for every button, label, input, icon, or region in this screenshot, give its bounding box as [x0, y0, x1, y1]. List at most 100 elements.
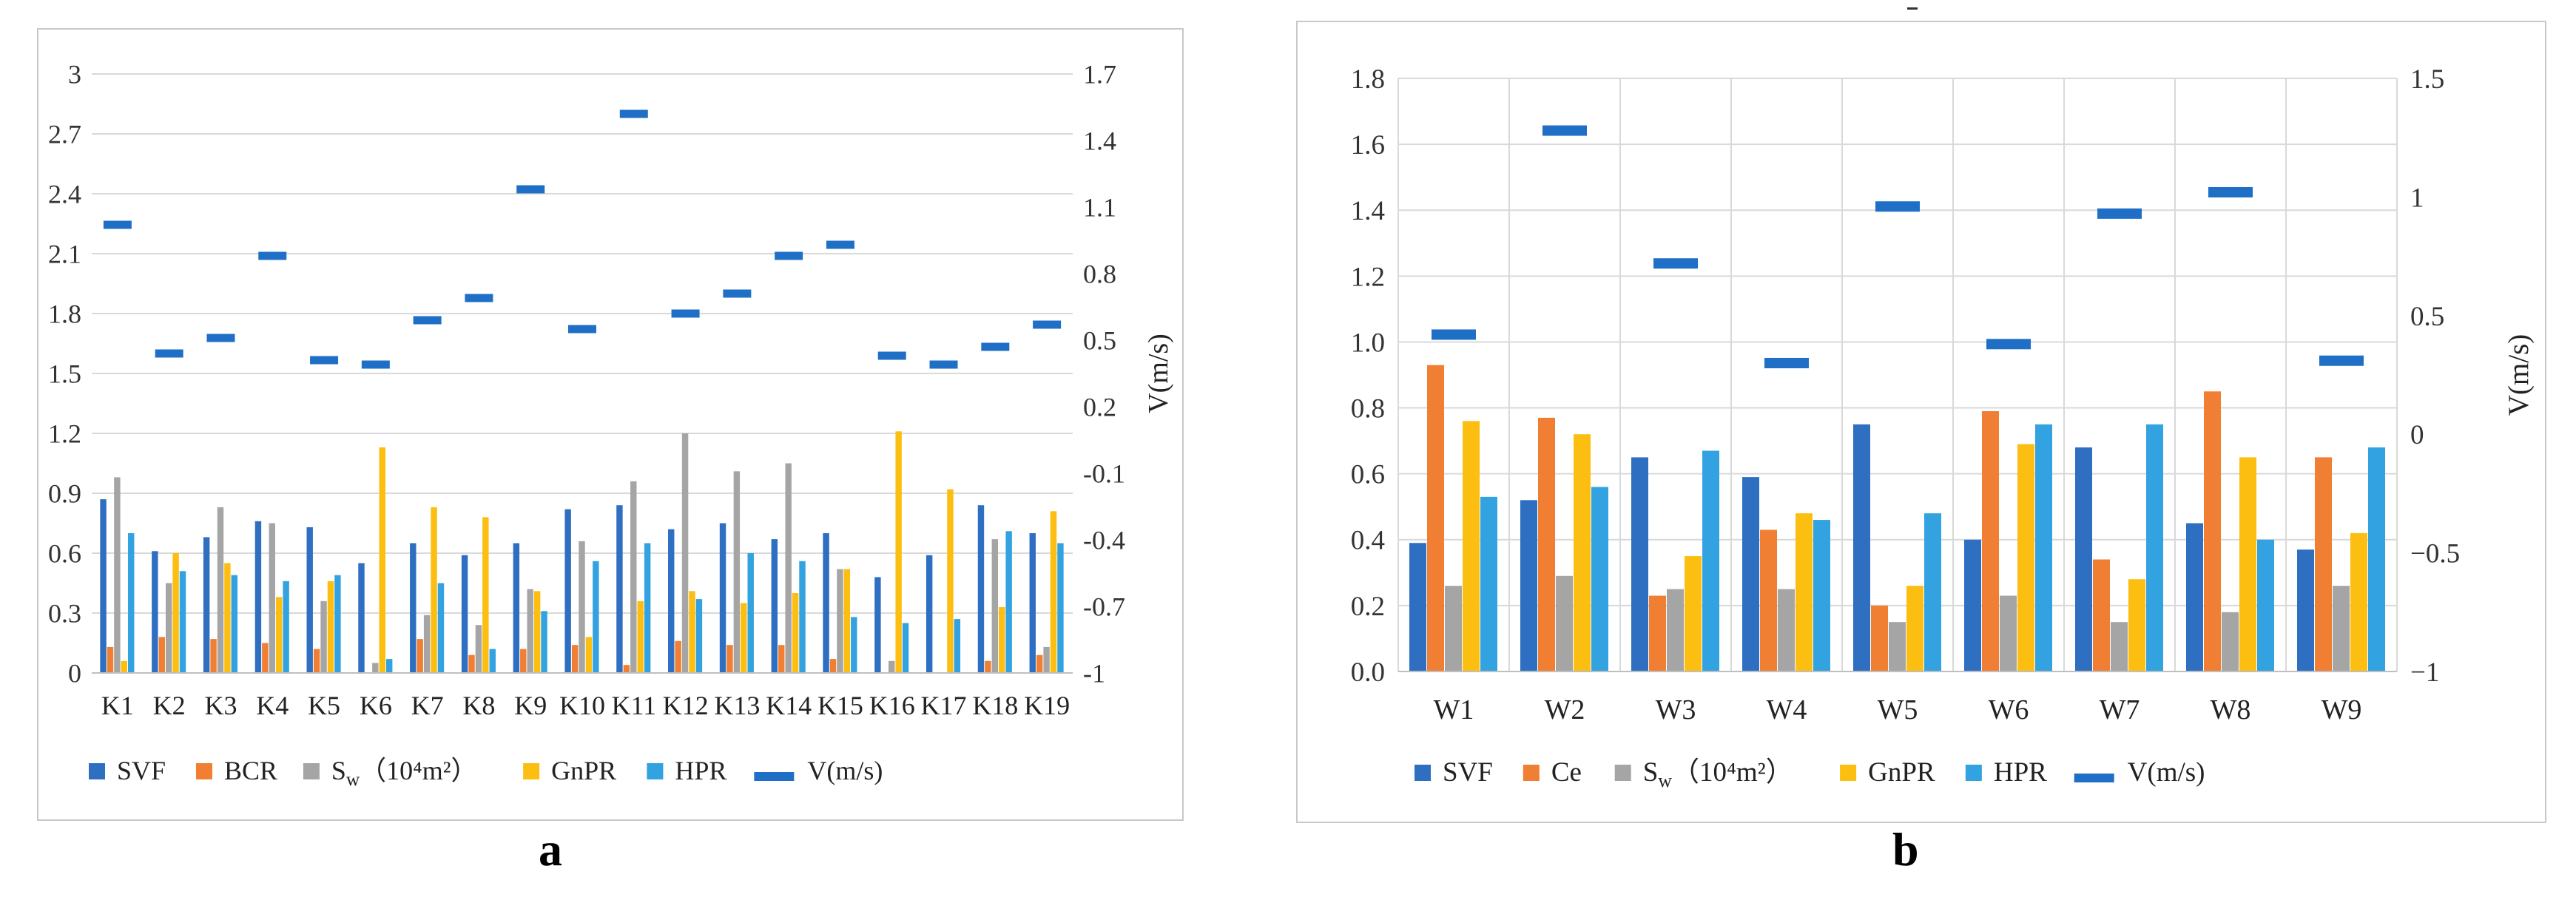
bar-hpr	[179, 571, 186, 673]
bar-svf	[1409, 543, 1426, 671]
y-tick-label: 0.3	[48, 599, 81, 629]
v-marker	[1986, 339, 2031, 350]
v-marker	[775, 251, 803, 260]
bar-gnpr	[792, 593, 799, 673]
v-marker	[1432, 329, 1476, 340]
bar-hpr	[1813, 520, 1830, 671]
x-tick-label: K14	[766, 691, 812, 720]
bar-bcr	[985, 660, 991, 673]
chart-frame	[37, 28, 1184, 821]
y2-tick-label: 1.4	[1083, 126, 1116, 156]
panel-label-b: b	[1892, 823, 1919, 876]
bar-bcr	[778, 645, 785, 673]
y2-tick-label: -1	[1083, 659, 1105, 688]
bar-svf	[203, 537, 210, 673]
chart-frame	[1296, 21, 2546, 823]
bar-svf	[1853, 424, 1870, 671]
x-tick-label: W1	[1434, 694, 1474, 725]
x-tick-label: K1	[101, 691, 134, 720]
bar-bcr	[107, 646, 114, 673]
bar-bcr	[313, 649, 320, 673]
y2-tick-label: −1	[2410, 657, 2439, 688]
bar-bcr	[417, 639, 423, 673]
y-tick-label: 3	[68, 60, 81, 89]
y2-tick-label: 0.2	[1083, 393, 1116, 422]
bar-svf	[977, 505, 985, 673]
bar-hpr	[644, 543, 651, 673]
legend-label: SVF	[1443, 757, 1493, 788]
legend-label: V(m/s)	[807, 756, 883, 785]
v-marker	[413, 316, 442, 325]
bar-gnpr	[2350, 532, 2367, 671]
bar-svf	[1742, 477, 1759, 671]
bar-swm	[1445, 586, 1462, 671]
v-marker	[206, 334, 235, 342]
bar-gnpr	[121, 660, 128, 673]
bar-bcr	[520, 649, 527, 673]
bar-swm	[630, 481, 637, 673]
x-tick-label: W2	[1545, 694, 1585, 725]
bar-gnpr	[1463, 421, 1480, 671]
bar-svf	[616, 505, 623, 673]
bar-svf	[410, 543, 417, 673]
x-tick-label: K10	[559, 691, 605, 720]
legend-swatch	[89, 763, 105, 779]
y-tick-label: 0.0	[1351, 657, 1385, 688]
bar-gnpr	[843, 569, 851, 673]
bar-swm	[991, 539, 999, 673]
y-tick-label: 1.8	[1351, 64, 1385, 95]
bar-swm	[2222, 612, 2239, 671]
legend-label: SVF	[117, 756, 166, 785]
y-tick-label: 0.6	[48, 539, 81, 569]
bar-hpr	[695, 599, 703, 673]
bar-hpr	[1924, 513, 1941, 671]
x-tick-label: K13	[714, 691, 760, 720]
x-tick-label: W3	[1656, 694, 1696, 725]
bar-hpr	[2368, 447, 2385, 671]
x-tick-label: W8	[2211, 694, 2251, 725]
bar-swm	[1778, 589, 1795, 671]
bar-hpr	[1480, 496, 1497, 671]
bar-swm	[475, 625, 482, 673]
y2-axis-title: V(m/s)	[1143, 334, 1174, 413]
bar-gnpr	[379, 447, 385, 673]
legend-swatch	[523, 763, 540, 779]
y-tick-label: 0.9	[48, 479, 81, 509]
bar-swm	[320, 600, 327, 673]
v-marker	[1875, 201, 1920, 212]
v-marker	[1764, 357, 1809, 368]
y-tick-label: 1.8	[48, 300, 81, 329]
bar-swm	[837, 569, 843, 673]
bar-hpr	[593, 561, 599, 673]
bar-svf	[719, 523, 726, 673]
legend-swatch	[195, 763, 212, 779]
v-marker	[103, 220, 132, 229]
bar-gnpr	[1906, 586, 1923, 671]
x-tick-label: K2	[153, 691, 186, 720]
bar-svf	[100, 499, 107, 673]
v-marker	[981, 342, 1010, 351]
bar-swm	[579, 541, 585, 673]
y-tick-label: 2.4	[48, 180, 81, 209]
x-tick-label: W9	[2322, 694, 2362, 725]
bar-gnpr	[1796, 513, 1813, 671]
bar-gnpr	[224, 563, 231, 673]
y-tick-label: 0.8	[1351, 394, 1385, 424]
bar-hpr	[1591, 487, 1608, 671]
bar-hpr	[489, 649, 496, 673]
x-tick-label: K12	[663, 691, 709, 720]
v-marker	[310, 356, 339, 365]
bar-gnpr	[2239, 457, 2256, 671]
legend-label: HPR	[1994, 757, 2047, 788]
bar-gnpr	[585, 637, 593, 673]
bar-bcr	[468, 654, 475, 673]
legend-swatch-line	[754, 772, 795, 781]
bar-hpr	[128, 533, 135, 673]
bar-hpr	[283, 581, 289, 673]
y2-tick-label: 1.1	[1083, 193, 1116, 223]
legend-label: Sw（10⁴m²）	[1643, 757, 1793, 791]
legend-swatch	[303, 763, 320, 779]
legend-label: Ce	[1551, 757, 1582, 788]
y-tick-label: 2.1	[48, 240, 81, 269]
legend-label: V(m/s)	[2128, 757, 2205, 788]
